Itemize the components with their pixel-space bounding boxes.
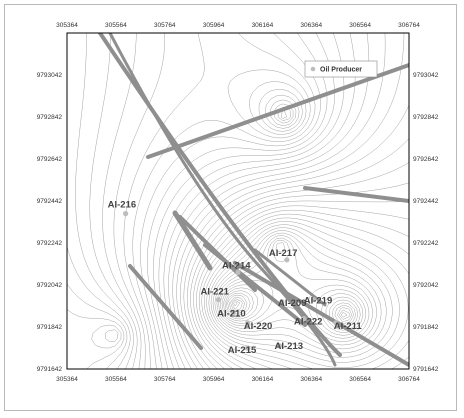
y-tick-label-right: 9792242 xyxy=(413,240,439,247)
well-label: AI-221 xyxy=(200,287,229,298)
fault-line xyxy=(253,248,327,307)
plot-border xyxy=(66,32,410,370)
fault-line xyxy=(128,264,203,350)
x-tick-label-bottom: 306764 xyxy=(398,376,420,383)
y-tick-label-right: 9791842 xyxy=(413,324,439,331)
x-tick-label-bottom: 306364 xyxy=(300,376,322,383)
well-label: AI-217 xyxy=(269,248,298,259)
x-tick-label-top: 305964 xyxy=(203,22,225,29)
well-label: AI-220 xyxy=(244,321,273,332)
fault-line xyxy=(172,210,213,271)
oil-producer-marker xyxy=(235,269,241,275)
y-tick-label-left: 9792042 xyxy=(37,282,63,289)
oil-producer-marker xyxy=(123,211,129,217)
x-tick-label-top: 305764 xyxy=(154,22,176,29)
y-tick-label-left: 9792242 xyxy=(37,240,63,247)
y-tick-label-left: 9791842 xyxy=(37,324,63,331)
y-tick-label-right: 9793042 xyxy=(413,72,439,79)
well-label: AI-213 xyxy=(275,341,304,352)
x-tick-label-bottom: 306164 xyxy=(252,376,274,383)
y-tick-label-left: 9792842 xyxy=(37,114,63,121)
fault-line xyxy=(233,261,409,367)
well-label: AI-222 xyxy=(294,317,323,328)
oil-producer-marker xyxy=(276,343,283,349)
x-tick-label-top: 305364 xyxy=(56,22,78,29)
x-tick-label-bottom: 305364 xyxy=(56,376,78,383)
y-tick-label-left: 9792642 xyxy=(37,156,63,163)
y-tick-label-left: 9792442 xyxy=(37,198,63,205)
oil-producer-marker xyxy=(333,320,339,326)
well-label: AI-216 xyxy=(108,200,137,211)
y-tick-label-right: 9791642 xyxy=(413,366,439,373)
x-tick-label-bottom: 305564 xyxy=(105,376,127,383)
well-label: AI-215 xyxy=(228,345,257,356)
y-tick-label-right: 9792842 xyxy=(413,114,439,121)
figure-frame: AI-216 AI-217 AI-214 AI-221 AI-209 AI-219 AI-2… xyxy=(4,4,457,411)
x-tick-label-top: 305564 xyxy=(105,22,127,29)
y-tick-label-right: 9792642 xyxy=(413,156,439,163)
oil-producer-marker xyxy=(245,320,251,326)
oil-producer-marker xyxy=(311,297,317,303)
oil-producer-marker xyxy=(215,297,222,303)
well-label: AI-209 xyxy=(278,298,307,309)
x-tick-label-top: 306564 xyxy=(349,22,371,29)
well-label: AI-211 xyxy=(334,321,363,332)
x-axis-top: 305364 305564 305764 305964 306164 306364 3065… xyxy=(56,22,420,29)
y-tick-label-right: 9792442 xyxy=(413,198,439,205)
x-tick-label-bottom: 305764 xyxy=(154,376,176,383)
y-axis-left: 9793042 9792842 9792642 9792442 9792242 97920… xyxy=(37,72,63,373)
legend-label: Oil Producer xyxy=(320,67,362,74)
legend-marker xyxy=(310,66,316,72)
x-tick-label-bottom: 306564 xyxy=(349,376,371,383)
well-label: AI-214 xyxy=(222,260,251,271)
well-label: AI-210 xyxy=(217,308,246,319)
well-label: AI-219 xyxy=(304,296,333,307)
legend-box xyxy=(304,60,378,78)
x-tick-label-top: 306364 xyxy=(300,22,322,29)
fault-line xyxy=(303,186,409,203)
y-axis-right: 9793042 9792842 9792642 9792442 9792242 97920… xyxy=(413,72,439,373)
x-tick-label-bottom: 305964 xyxy=(203,376,225,383)
fault-line xyxy=(203,243,307,327)
x-tick-label-top: 306164 xyxy=(252,22,274,29)
fault-line xyxy=(108,33,337,367)
fault-line xyxy=(146,63,409,159)
legend: Oil Producer xyxy=(304,60,378,78)
fault-lines xyxy=(98,33,409,367)
oil-producer-marker xyxy=(301,316,307,322)
oil-producer-marker xyxy=(230,309,236,315)
y-tick-label-left: 9793042 xyxy=(37,72,63,79)
y-tick-label-right: 9792042 xyxy=(413,282,439,289)
oil-producer-marker xyxy=(284,257,290,263)
y-tick-label-left: 9791642 xyxy=(37,366,63,373)
oil-producer-marker xyxy=(279,299,285,305)
x-tick-label-top: 306764 xyxy=(398,22,420,29)
oil-producer-marker xyxy=(245,345,251,351)
x-axis-bottom: 305364 305564 305764 305964 306164 306364 3065… xyxy=(56,376,420,383)
